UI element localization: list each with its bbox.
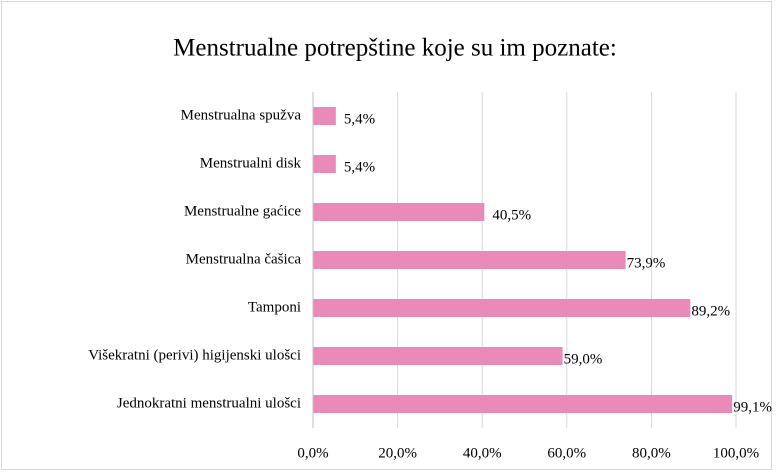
bar: [313, 155, 336, 173]
x-tick-label: 60,0%: [547, 445, 586, 461]
bar: [313, 395, 733, 413]
chart-title: Menstrualne potrepštine koje su im pozna…: [173, 35, 617, 62]
bar: [313, 299, 691, 317]
data-label: 40,5%: [492, 207, 531, 223]
data-label: 73,9%: [627, 255, 666, 271]
y-tick-label: Višekratni (perivi) higijenski ulošci: [88, 347, 301, 363]
y-tick-label: Tamponi: [248, 299, 301, 315]
data-label: 5,4%: [344, 159, 375, 175]
data-label: 99,1%: [733, 399, 772, 415]
y-tick-label: Menstrualna čašica: [186, 251, 302, 267]
x-tick-label: 100,0%: [713, 445, 759, 461]
data-label: 5,4%: [344, 111, 375, 127]
bar: [313, 347, 563, 365]
y-tick-label: Menstrualne gaćice: [184, 203, 301, 219]
data-label: 59,0%: [564, 351, 603, 367]
y-tick-label: Menstrualna spužva: [181, 107, 302, 123]
x-tick-label: 0,0%: [297, 445, 328, 461]
bar: [313, 203, 485, 221]
x-tick-label: 40,0%: [463, 445, 502, 461]
x-tick-label: 20,0%: [378, 445, 417, 461]
y-tick-label: Jednokratni menstrualni ulošci: [117, 395, 301, 411]
x-tick-label: 80,0%: [632, 445, 671, 461]
bar: [313, 251, 626, 269]
data-label: 89,2%: [691, 303, 730, 319]
bar: [313, 107, 336, 125]
y-tick-label: Menstrualni disk: [200, 155, 302, 171]
